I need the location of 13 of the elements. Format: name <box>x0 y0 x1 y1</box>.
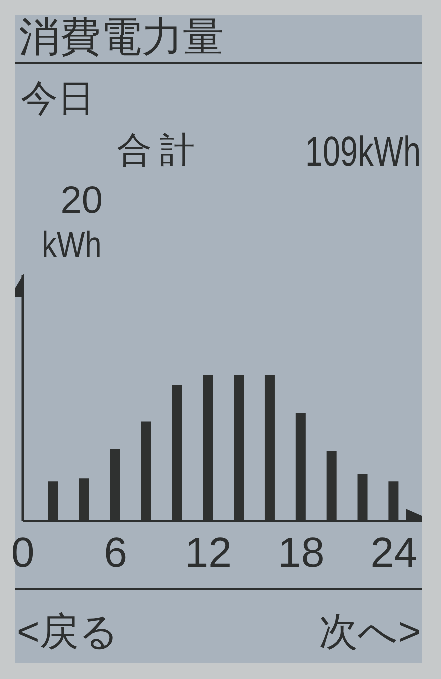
x-tick-label: 18 <box>278 529 325 576</box>
x-tick-label: 12 <box>185 529 232 576</box>
chart-title: 消費電力量 <box>19 14 224 60</box>
text: <戻る <box>17 611 119 654</box>
x-tick-label: 24 <box>370 529 418 576</box>
chart-subtitle: 今日 <box>21 78 95 119</box>
text: 109kWh <box>305 128 421 175</box>
x-tick-label: 0 <box>11 529 35 576</box>
text: 合計 <box>117 131 203 170</box>
text: kWh <box>42 224 102 265</box>
x-tick-label: 6 <box>104 529 128 576</box>
text: 次へ> <box>319 611 421 654</box>
text: 20 <box>60 180 103 222</box>
